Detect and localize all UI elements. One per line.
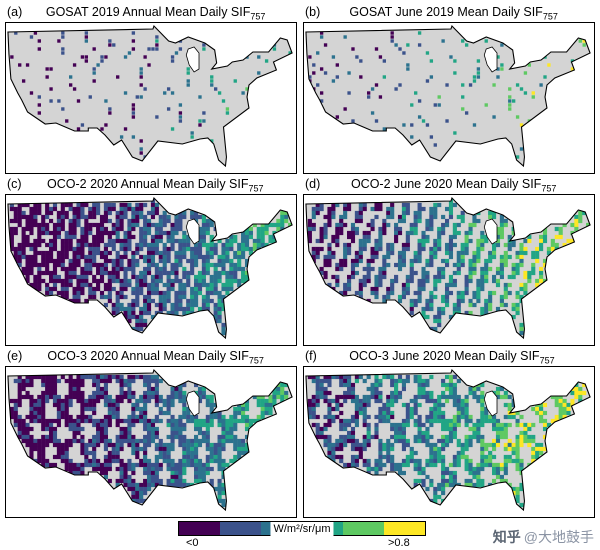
colorbar: W/m²/sr/μm <0 >0.8 知乎 @大地鼓手 (0, 520, 600, 550)
panel-title-text-c: OCO-2 2020 Annual Mean Daily SIF757 (22, 174, 297, 194)
colorbar-strip: W/m²/sr/μm (178, 521, 426, 536)
us-map-svg-a (7, 24, 293, 168)
us-map-svg-d (305, 196, 591, 340)
map-panel-b: (b) GOSAT June 2019 Mean Daily SIF757 (303, 2, 595, 174)
panel-title-c: (c) OCO-2 2020 Annual Mean Daily SIF757 (5, 174, 297, 194)
panel-title-f: (f) OCO-3 June 2020 Mean Daily SIF757 (303, 346, 595, 366)
map-panel-d: (d) OCO-2 June 2020 Mean Daily SIF757 (303, 174, 595, 346)
panel-grid: (a) GOSAT 2019 Annual Mean Daily SIF757 … (5, 2, 595, 518)
colorbar-min-label: <0 (186, 537, 199, 549)
colorbar-unit-label: W/m²/sr/μm (270, 522, 334, 536)
us-map-e (5, 366, 297, 518)
panel-title-main-c: OCO-2 2020 Annual Mean Daily SIF (47, 177, 249, 191)
panel-title-a: (a) GOSAT 2019 Annual Mean Daily SIF757 (5, 2, 297, 22)
panel-title-subscript-e: 757 (248, 355, 264, 366)
panel-title-main-a: GOSAT 2019 Annual Mean Daily SIF (45, 5, 251, 19)
us-map-svg-c (7, 196, 293, 340)
panel-title-text-f: OCO-3 June 2020 Mean Daily SIF757 (317, 346, 595, 366)
watermark: 知乎 @大地鼓手 (493, 527, 594, 547)
us-map-c (5, 194, 297, 346)
watermark-brand: 知乎 (492, 529, 521, 545)
colorbar-segment (179, 522, 220, 535)
panel-tag-a: (a) (7, 5, 23, 19)
panel-title-subscript-c: 757 (248, 183, 264, 194)
panel-tag-b: (b) (305, 5, 321, 19)
panel-title-main-b: GOSAT June 2019 Mean Daily SIF (349, 5, 543, 19)
us-map-a (5, 22, 297, 174)
panel-title-text-d: OCO-2 June 2020 Mean Daily SIF757 (320, 174, 595, 194)
watermark-handle: @大地鼓手 (523, 529, 594, 545)
us-map-svg-f (305, 368, 591, 512)
colorbar-segment (384, 522, 425, 535)
panel-title-subscript-a: 757 (250, 11, 266, 22)
panel-title-main-f: OCO-3 June 2020 Mean Daily SIF (349, 349, 540, 363)
panel-tag-d: (d) (305, 177, 321, 191)
us-map-f (303, 366, 595, 518)
panel-title-main-d: OCO-2 June 2020 Mean Daily SIF (350, 177, 542, 191)
colorbar-max-label: >0.8 (388, 537, 410, 549)
panel-title-main-e: OCO-3 2020 Annual Mean Daily SIF (47, 349, 249, 363)
panel-title-text-b: GOSAT June 2019 Mean Daily SIF757 (320, 2, 595, 22)
colorbar-segment (220, 522, 261, 535)
us-map-svg-e (7, 368, 293, 512)
panel-title-subscript-b: 757 (542, 11, 558, 22)
us-map-svg-b (305, 24, 591, 168)
panel-title-text-a: GOSAT 2019 Annual Mean Daily SIF757 (22, 2, 297, 22)
panel-title-text-e: OCO-3 2020 Annual Mean Daily SIF757 (22, 346, 297, 366)
map-panel-e: (e) OCO-3 2020 Annual Mean Daily SIF757 (5, 346, 297, 518)
panel-title-subscript-d: 757 (541, 183, 557, 194)
map-panel-a: (a) GOSAT 2019 Annual Mean Daily SIF757 (5, 2, 297, 174)
panel-tag-e: (e) (7, 349, 23, 363)
panel-title-b: (b) GOSAT June 2019 Mean Daily SIF757 (303, 2, 595, 22)
map-panel-f: (f) OCO-3 June 2020 Mean Daily SIF757 (303, 346, 595, 518)
panel-title-e: (e) OCO-3 2020 Annual Mean Daily SIF757 (5, 346, 297, 366)
panel-title-subscript-f: 757 (539, 355, 555, 366)
panel-tag-f: (f) (305, 349, 317, 363)
colorbar-segment (343, 522, 384, 535)
us-map-b (303, 22, 595, 174)
panel-title-d: (d) OCO-2 June 2020 Mean Daily SIF757 (303, 174, 595, 194)
map-panel-c: (c) OCO-2 2020 Annual Mean Daily SIF757 (5, 174, 297, 346)
us-map-d (303, 194, 595, 346)
panel-tag-c: (c) (7, 177, 22, 191)
